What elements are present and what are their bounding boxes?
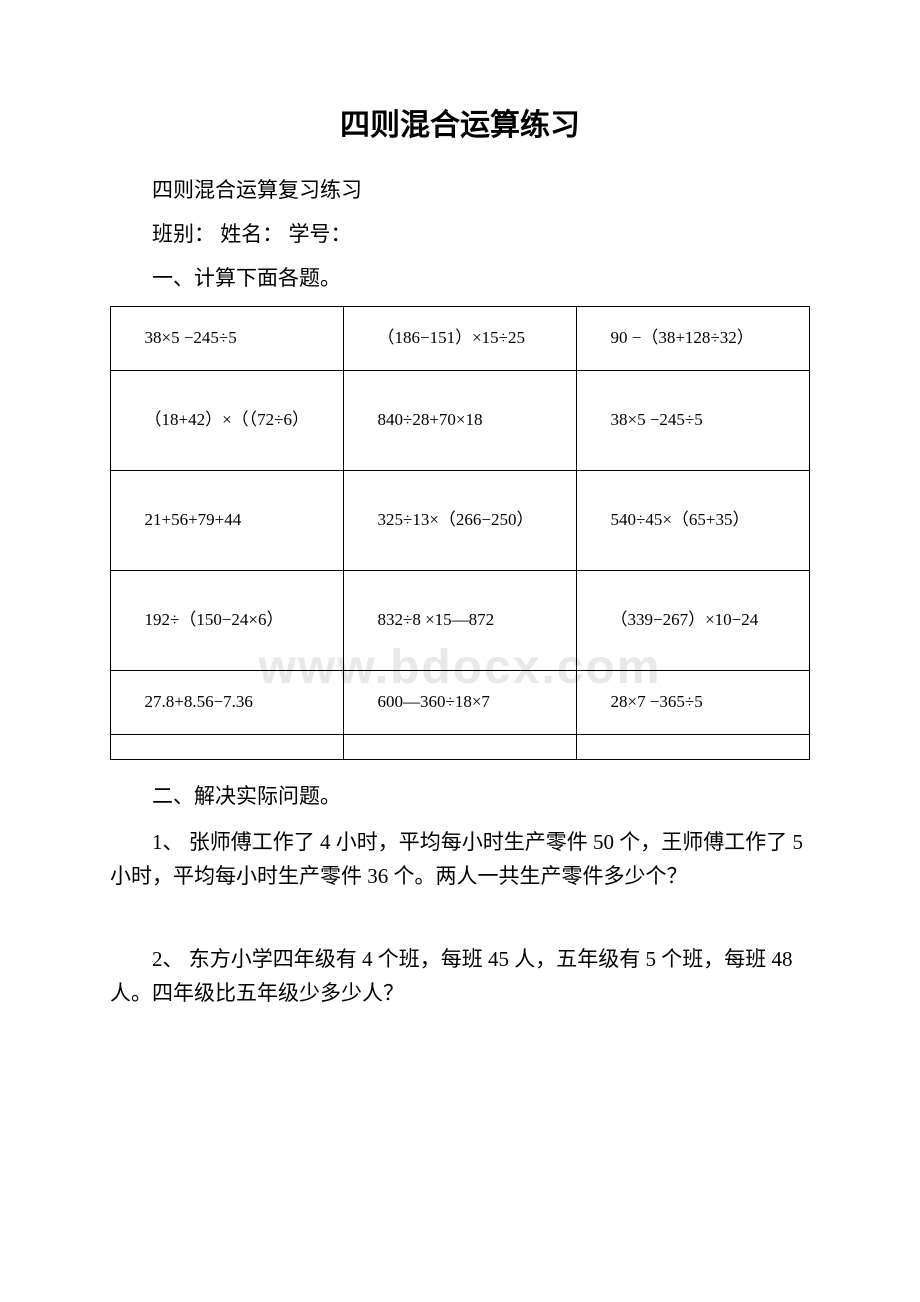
table-row: （18+42）×（（72÷6） 840÷28+70×18 38×5 −245÷5 xyxy=(111,371,810,471)
table-cell: （186−151）×15÷25 xyxy=(344,307,577,371)
table-cell: （18+42）×（（72÷6） xyxy=(111,371,344,471)
table-cell: 840÷28+70×18 xyxy=(344,371,577,471)
table-cell: 38×5 −245÷5 xyxy=(577,371,810,471)
question-1: 1、 张师傅工作了 4 小时，平均每小时生产零件 50 个，王师傅工作了 5 小… xyxy=(110,826,810,893)
table-cell: （339−267）×10−24 xyxy=(577,571,810,671)
subtitle-fields: 班别： 姓名： 学号： xyxy=(110,218,810,248)
page-title: 四则混合运算练习 xyxy=(110,100,810,144)
table-cell xyxy=(344,735,577,760)
table-cell: 90 −（38+128÷32） xyxy=(577,307,810,371)
section2-heading: 二、解决实际问题。 xyxy=(110,780,810,810)
table-cell: 832÷8 ×15—872 xyxy=(344,571,577,671)
table-cell: 325÷13×（266−250） xyxy=(344,471,577,571)
table-cell: 28×7 −365÷5 xyxy=(577,671,810,735)
subtitle-review: 四则混合运算复习练习 xyxy=(110,174,810,204)
section1-heading: 一、计算下面各题。 xyxy=(110,262,810,292)
table-cell xyxy=(111,735,344,760)
question-2: 2、 东方小学四年级有 4 个班，每班 45 人，五年级有 5 个班，每班 48… xyxy=(110,943,810,1010)
table-row: 21+56+79+44 325÷13×（266−250） 540÷45×（65+… xyxy=(111,471,810,571)
table-cell: 27.8+8.56−7.36 xyxy=(111,671,344,735)
calculation-table: 38×5 −245÷5 （186−151）×15÷25 90 −（38+128÷… xyxy=(110,306,810,760)
table-row: 38×5 −245÷5 （186−151）×15÷25 90 −（38+128÷… xyxy=(111,307,810,371)
table-cell: 540÷45×（65+35） xyxy=(577,471,810,571)
document-content: 四则混合运算练习 四则混合运算复习练习 班别： 姓名： 学号： 一、计算下面各题… xyxy=(110,100,810,1010)
table-cell xyxy=(577,735,810,760)
table-cell: 600—360÷18×7 xyxy=(344,671,577,735)
table-row: 27.8+8.56−7.36 600—360÷18×7 28×7 −365÷5 xyxy=(111,671,810,735)
table-cell: 192÷（150−24×6） xyxy=(111,571,344,671)
table-row xyxy=(111,735,810,760)
table-row: 192÷（150−24×6） 832÷8 ×15—872 （339−267）×1… xyxy=(111,571,810,671)
table-cell: 38×5 −245÷5 xyxy=(111,307,344,371)
table-cell: 21+56+79+44 xyxy=(111,471,344,571)
